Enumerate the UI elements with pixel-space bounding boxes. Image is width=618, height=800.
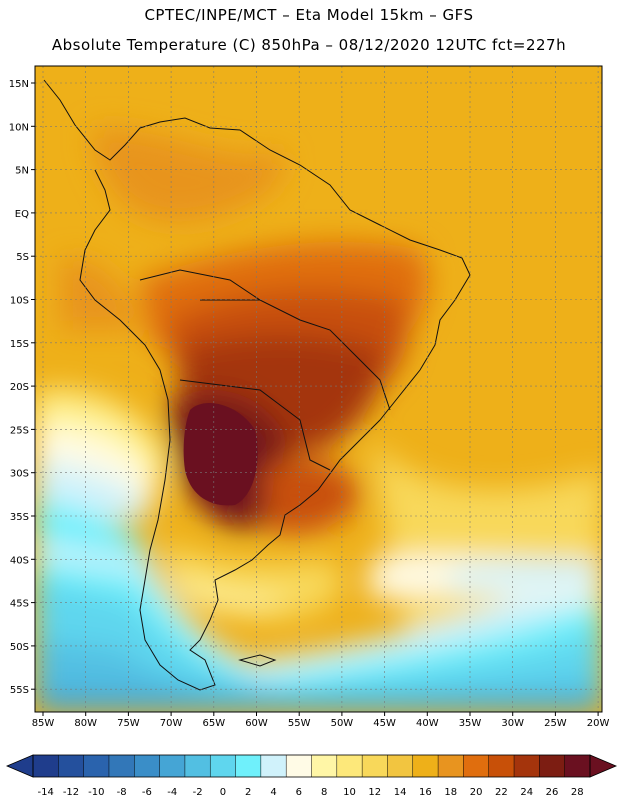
legend-swatch [108,755,135,777]
lat-label: 35S [10,512,29,523]
legend-label: 14 [394,787,407,798]
legend-label: 26 [546,787,559,798]
lon-label: 55W [288,718,311,729]
lon-label: 50W [331,718,354,729]
legend-swatch [387,755,414,777]
chart-title: CPTEC/INPE/MCT – Eta Model 15km – GFS [144,6,474,24]
legend-label: 6 [296,787,302,798]
lon-label: 25W [544,718,567,729]
legend-label: -10 [88,787,104,798]
legend-label: 28 [571,787,584,798]
legend-label: 4 [270,787,276,798]
legend-label: 22 [495,787,508,798]
lon-label: 70W [160,718,183,729]
legend-swatch [134,755,160,777]
legend-swatch [286,755,312,777]
coastline [43,79,471,691]
legend-label: 8 [321,787,327,798]
lat-label: 30S [10,469,29,480]
longitude-axis: 85W 80W 75W 70W 65W 60W 55W 50W 45W 40W 35W 30W 25W 2… [32,712,610,729]
color-legend [5,754,618,778]
legend-right-arrow [589,754,618,778]
legend-label: 0 [220,787,226,798]
legend-swatch [412,755,439,777]
legend-swatch [488,755,515,777]
legend-swatch [159,755,186,777]
legend-swatch [33,755,59,777]
legend-swatch [235,755,262,777]
legend-left-arrow [5,754,34,778]
legend-swatch [564,755,591,777]
legend-label: 18 [444,787,457,798]
lat-label: 10N [9,122,29,133]
legend-swatch [58,755,84,777]
legend-label: -14 [38,787,54,798]
lat-label: 40S [10,555,29,566]
lat-label: 5N [15,166,29,177]
lat-label: 55S [10,685,29,696]
lat-label: 10S [10,296,29,307]
lon-label: 35W [459,718,482,729]
lat-label: 50S [10,642,29,653]
lon-label: 85W [32,718,55,729]
lat-label: 15S [10,339,29,350]
legend-label: 2 [245,787,251,798]
legend-swatch [83,755,110,777]
latitude-axis: 15N 10N 5N EQ 5S 10S 15S 20S 25S 30S 35S 40S 45S 50S 5… [9,79,35,696]
legend-label: 12 [368,787,381,798]
lat-label: 5S [16,252,29,263]
lon-label: 60W [245,718,268,729]
lat-label: EQ [15,209,29,220]
lat-label: 20S [10,382,29,393]
legend-label: 20 [470,787,483,798]
lon-label: 40W [416,718,439,729]
legend-label: -12 [63,787,79,798]
legend-swatch [438,755,464,777]
lat-label: 15N [9,79,29,90]
legend-swatch [362,755,388,777]
temperature-field [35,66,602,712]
lat-label: 45S [10,599,29,610]
legend-label: 24 [520,787,533,798]
lat-label: 25S [10,425,29,436]
lon-label: 75W [117,718,140,729]
legend-swatch [260,755,287,777]
legend-swatch [184,755,211,777]
map-frame [34,65,603,713]
legend-labels: -14 -12 -10 -8 -6 -4 -2 0 2 4 6 8 10 12 14 16 18 20 22 24 26… [38,787,584,798]
lon-label: 80W [74,718,97,729]
legend-label: 16 [419,787,432,798]
legend-label: 10 [343,787,356,798]
legend-swatch [311,755,338,777]
chart-subtitle: Absolute Temperature (C) 850hPa – 08/12/… [51,36,567,54]
lon-label: 20W [587,718,610,729]
lon-label: 45W [373,718,396,729]
legend-label: -6 [142,787,152,798]
legend-label: -8 [117,787,127,798]
lon-label: 65W [202,718,225,729]
legend-swatch [514,755,540,777]
legend-swatch [463,755,490,777]
legend-swatch [210,755,236,777]
legend-label: -2 [193,787,203,798]
legend-label: -4 [167,787,177,798]
legend-swatch [539,755,565,777]
legend-swatch [336,755,363,777]
lon-label: 30W [501,718,524,729]
